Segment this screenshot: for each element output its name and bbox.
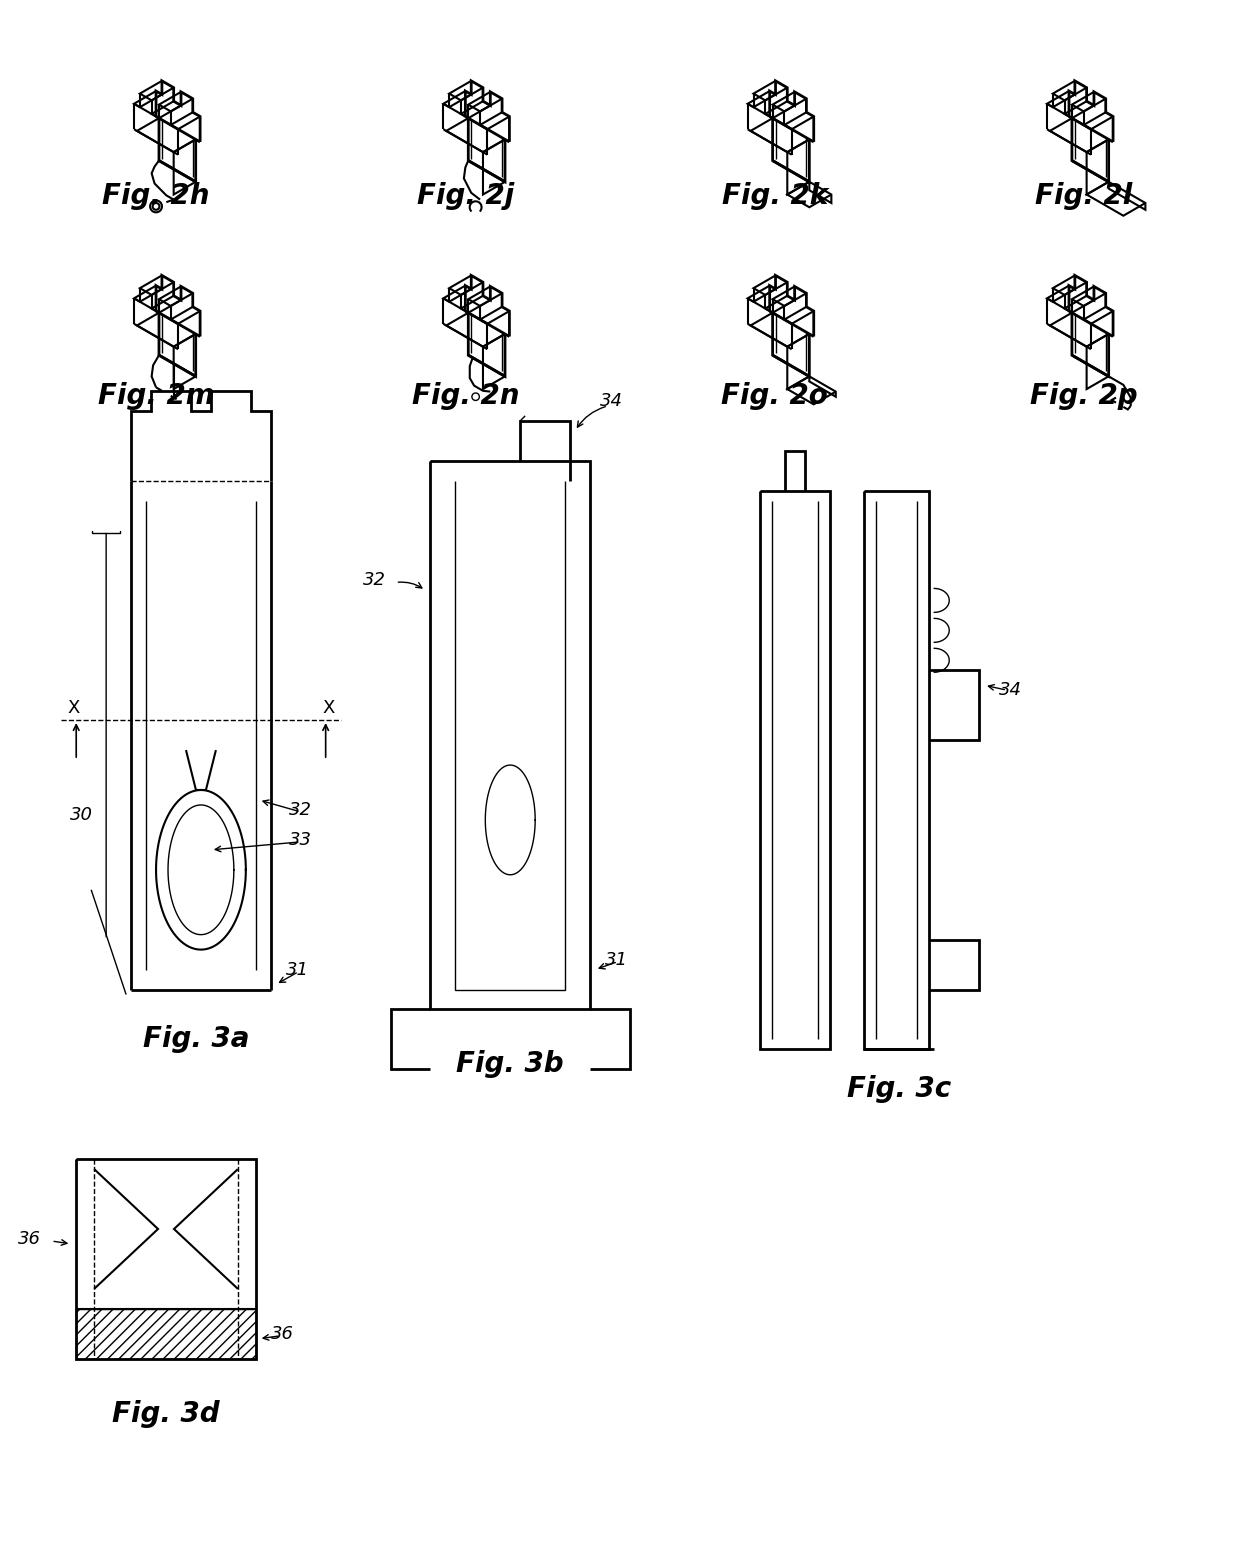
Text: Fig. 3c: Fig. 3c xyxy=(847,1076,951,1103)
Text: Fig. 2j: Fig. 2j xyxy=(417,183,513,210)
Bar xyxy=(76,1309,255,1359)
Text: Fig. 2o: Fig. 2o xyxy=(722,382,828,410)
Text: Fig. 2n: Fig. 2n xyxy=(412,382,520,410)
Text: X: X xyxy=(67,699,79,718)
Text: 34: 34 xyxy=(999,682,1022,699)
Text: 36: 36 xyxy=(270,1325,294,1343)
Text: Fig. 2k: Fig. 2k xyxy=(722,183,828,210)
Text: Fig. 3d: Fig. 3d xyxy=(112,1400,219,1428)
Text: 31: 31 xyxy=(285,960,309,979)
Text: 31: 31 xyxy=(605,951,627,968)
Text: 34: 34 xyxy=(600,393,622,410)
Text: Fig. 2h: Fig. 2h xyxy=(102,183,210,210)
Text: 32: 32 xyxy=(362,571,386,590)
Text: 32: 32 xyxy=(289,801,311,820)
Text: Fig. 2p: Fig. 2p xyxy=(1030,382,1138,410)
Text: 36: 36 xyxy=(19,1229,41,1248)
Text: Fig. 3a: Fig. 3a xyxy=(143,1026,249,1054)
Text: Fig. 2l: Fig. 2l xyxy=(1035,183,1132,210)
Text: Fig. 3b: Fig. 3b xyxy=(456,1051,564,1078)
Text: 33: 33 xyxy=(289,830,311,849)
Text: 30: 30 xyxy=(69,805,93,824)
Text: X: X xyxy=(322,699,335,718)
Text: Fig. 2m: Fig. 2m xyxy=(98,382,215,410)
